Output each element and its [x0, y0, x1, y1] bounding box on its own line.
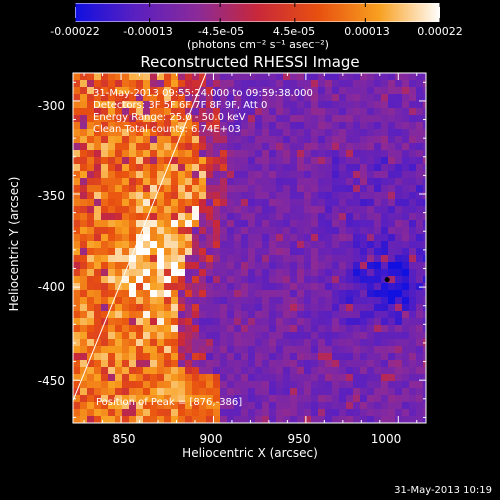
flux-minimum-marker	[384, 277, 390, 283]
annotation-clean-counts: Clean Total counts: 6.74E+03	[93, 124, 241, 135]
y-tick-label: -400	[37, 280, 65, 294]
annotation-energy-range: Energy Range: 25.0 - 50.0 keV	[93, 112, 246, 123]
annotation-detectors: Detectors: 3F 5F 6F 7F 8F 9F, Att 0	[93, 100, 268, 111]
x-tick-label: 850	[112, 432, 136, 446]
x-tick-label: 900	[199, 432, 223, 446]
y-tick-label: -450	[37, 374, 65, 388]
annotation-time-range: 31-May-2013 09:55:24.000 to 09:59:38.000	[93, 88, 313, 99]
x-tick-label: 950	[287, 432, 311, 446]
image-pixels	[73, 73, 427, 424]
annotation-peak-position: Position of Peak = [876,-386]	[96, 397, 243, 408]
y-axis-label: Heliocentric Y (arcsec)	[7, 176, 21, 312]
chart-title: Reconstructed RHESSI Image	[140, 53, 360, 71]
x-tick-label: 1000	[370, 432, 402, 446]
colorbar-tick-label: -0.00013	[123, 25, 173, 38]
colorbar-tick-label: -4.5e-05	[197, 25, 245, 38]
colorbar-tick-label: 0.00022	[417, 25, 463, 38]
y-tick-label: -350	[37, 189, 65, 203]
colorbar-gradient	[75, 3, 440, 22]
y-tick-label: -300	[37, 99, 65, 113]
plot-frame	[72, 72, 427, 424]
timestamp-footer: 31-May-2013 10:19	[394, 485, 492, 496]
colorbar-unit-label: (photons cm⁻² s⁻¹ asec⁻²)	[187, 38, 329, 51]
x-axis-label: Heliocentric X (arcsec)	[182, 446, 318, 460]
colorbar-tick-label: -0.00022	[50, 25, 100, 38]
colorbar-tick-label: 4.5e-05	[272, 25, 316, 38]
colorbar	[75, 3, 440, 22]
solar-limb-line	[72, 72, 207, 401]
colorbar-tick-label: 0.00013	[344, 25, 390, 38]
